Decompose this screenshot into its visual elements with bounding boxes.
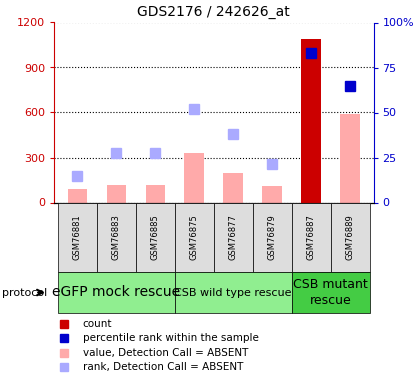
Bar: [146, 184, 165, 202]
Bar: [301, 39, 321, 203]
Text: eGFP mock rescue: eGFP mock rescue: [52, 285, 181, 300]
Bar: [262, 186, 282, 202]
Bar: [97, 202, 136, 272]
Bar: [292, 202, 331, 272]
Bar: [58, 272, 175, 313]
Text: percentile rank within the sample: percentile rank within the sample: [83, 333, 259, 343]
Bar: [214, 202, 253, 272]
Text: value, Detection Call = ABSENT: value, Detection Call = ABSENT: [83, 348, 248, 358]
Bar: [185, 153, 204, 203]
Text: GSM76885: GSM76885: [151, 214, 160, 260]
Text: GSM76881: GSM76881: [73, 214, 82, 260]
Title: GDS2176 / 242626_at: GDS2176 / 242626_at: [137, 5, 290, 19]
Bar: [253, 202, 292, 272]
Text: GSM76883: GSM76883: [112, 214, 121, 260]
Bar: [68, 189, 87, 202]
Bar: [340, 114, 360, 202]
Bar: [223, 172, 243, 202]
Text: GSM76879: GSM76879: [268, 214, 277, 260]
Text: CSB mutant
rescue: CSB mutant rescue: [293, 279, 368, 306]
Text: GSM76887: GSM76887: [307, 214, 316, 260]
Text: GSM76889: GSM76889: [346, 214, 355, 260]
Text: protocol: protocol: [2, 288, 47, 297]
Text: count: count: [83, 319, 112, 329]
Text: GSM76877: GSM76877: [229, 214, 238, 260]
Bar: [136, 202, 175, 272]
Text: rank, Detection Call = ABSENT: rank, Detection Call = ABSENT: [83, 362, 243, 372]
Bar: [175, 202, 214, 272]
Text: CSB wild type rescue: CSB wild type rescue: [174, 288, 292, 297]
Bar: [58, 202, 97, 272]
Bar: [175, 272, 292, 313]
Bar: [292, 272, 370, 313]
Bar: [331, 202, 370, 272]
Text: GSM76875: GSM76875: [190, 214, 199, 260]
Bar: [107, 185, 126, 202]
